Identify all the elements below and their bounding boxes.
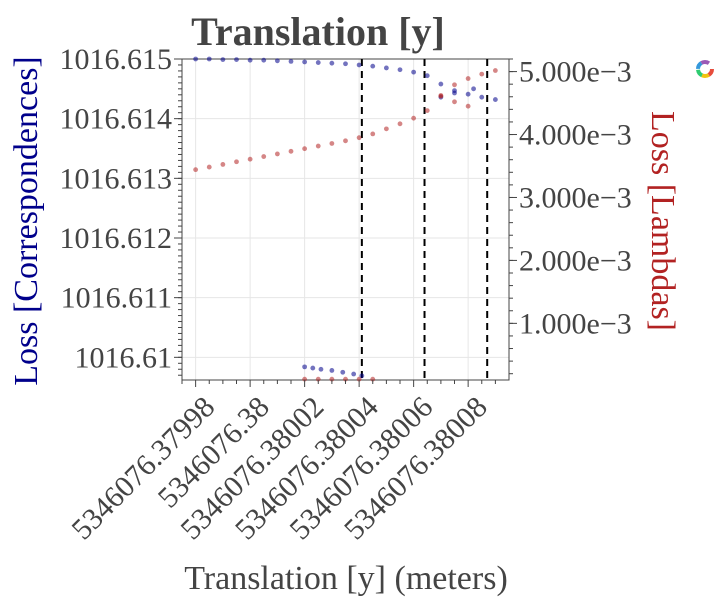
x-axis-title: Translation [y] (meters) [184,560,508,597]
right-axis-title: Loss [Lambdas] [644,111,681,331]
right-tick-label: 3.000e−3 [519,181,632,214]
correspondence-point [383,65,389,71]
correspondence-point [492,97,498,102]
lambda-point [193,167,199,173]
correspondence-point [411,69,417,75]
axes: 5346076.379985346076.385346076.380025346… [60,43,632,546]
left-tick-label: 1016.61 [75,341,173,374]
lambda-point [247,156,253,162]
lambda-point [234,159,239,165]
scatter-points [193,56,498,382]
left-tick-label: 1016.611 [61,282,172,315]
lambda-point [452,99,457,105]
correspondence-point [424,73,430,79]
right-tick-label: 2.000e−3 [519,244,632,277]
right-tick-label: 4.000e−3 [519,119,632,152]
lambda-point [465,76,471,81]
correspondence-point [302,364,308,370]
right-tick-label: 5.000e−3 [519,56,632,89]
lambda-point [343,376,348,382]
correspondence-point [359,373,365,379]
correspondence-point [351,371,357,377]
lambda-point [424,108,430,114]
lambda-point [302,146,308,152]
color-wheel-icon[interactable] [694,58,716,80]
correspondence-point [302,59,308,65]
lambda-point [356,135,362,141]
grid-lines [182,58,509,380]
correspondence-point [343,61,348,67]
correspondence-point [356,62,362,68]
correspondence-point [310,365,316,371]
correspondence-point [329,60,335,66]
correspondence-point [329,368,335,373]
correspondence-point [318,366,324,372]
lambda-point [343,138,348,144]
lambda-point [383,126,389,132]
left-tick-label: 1016.614 [60,103,173,136]
correspondence-point [206,56,212,62]
lambda-point [479,71,485,77]
lambda-point [315,143,321,149]
lambda-point [370,131,376,137]
correspondence-point [315,60,321,65]
lambda-point [356,376,362,382]
vertical-markers [360,59,489,380]
lambda-point [411,115,417,121]
correspondence-point [465,91,471,97]
lambda-point [302,376,308,382]
lambda-point [438,93,444,99]
left-axis-title: Loss [Correspondences] [8,56,45,386]
lambda-point [465,103,471,109]
lambda-point [329,376,335,382]
correspondence-point [438,81,444,87]
chart-title: Translation [y] [191,9,445,54]
left-tick-label: 1016.613 [60,162,173,195]
lambda-point [492,68,498,73]
correspondence-point [274,58,280,64]
correspondence-point [370,63,376,69]
lambda-point [274,151,280,157]
lambda-point [288,148,294,154]
correspondence-point [261,57,267,63]
lambda-point [452,82,457,88]
correspondence-point [247,57,253,63]
correspondence-point [479,94,485,100]
correspondence-point [193,56,199,62]
plot-area [181,58,510,381]
left-tick-label: 1016.612 [60,222,173,255]
correspondence-point [452,90,457,96]
lambda-point [370,376,376,382]
correspondence-point [220,57,226,62]
correspondence-point [288,58,294,64]
correspondence-point [397,67,403,73]
correspondence-point [340,369,346,375]
lambda-point [397,121,403,127]
correspondence-point [471,86,476,92]
lambda-point [329,141,335,146]
lambda-point [315,376,321,382]
left-tick-label: 1016.615 [60,43,173,76]
right-tick-label: 1.000e−3 [519,307,632,340]
correspondence-point [234,57,239,62]
lambda-point [261,154,267,159]
lambda-point [220,162,226,167]
lambda-point [206,164,212,170]
